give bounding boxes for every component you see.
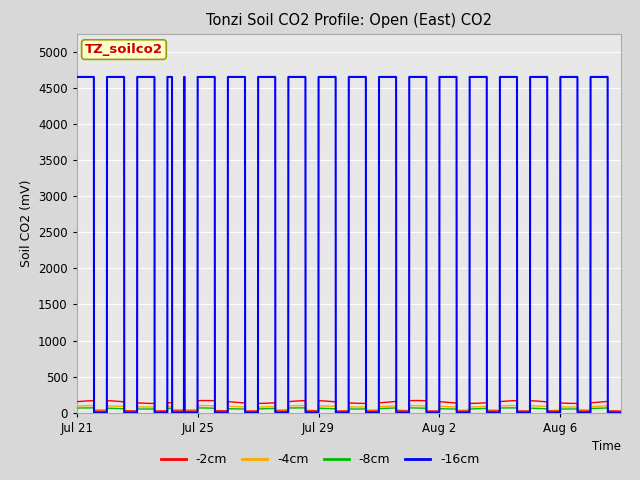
Y-axis label: Soil CO2 (mV): Soil CO2 (mV) [20,180,33,267]
X-axis label: Time: Time [592,440,621,454]
Legend: -2cm, -4cm, -8cm, -16cm: -2cm, -4cm, -8cm, -16cm [156,448,484,471]
Title: Tonzi Soil CO2 Profile: Open (East) CO2: Tonzi Soil CO2 Profile: Open (East) CO2 [206,13,492,28]
Text: TZ_soilco2: TZ_soilco2 [85,43,163,56]
